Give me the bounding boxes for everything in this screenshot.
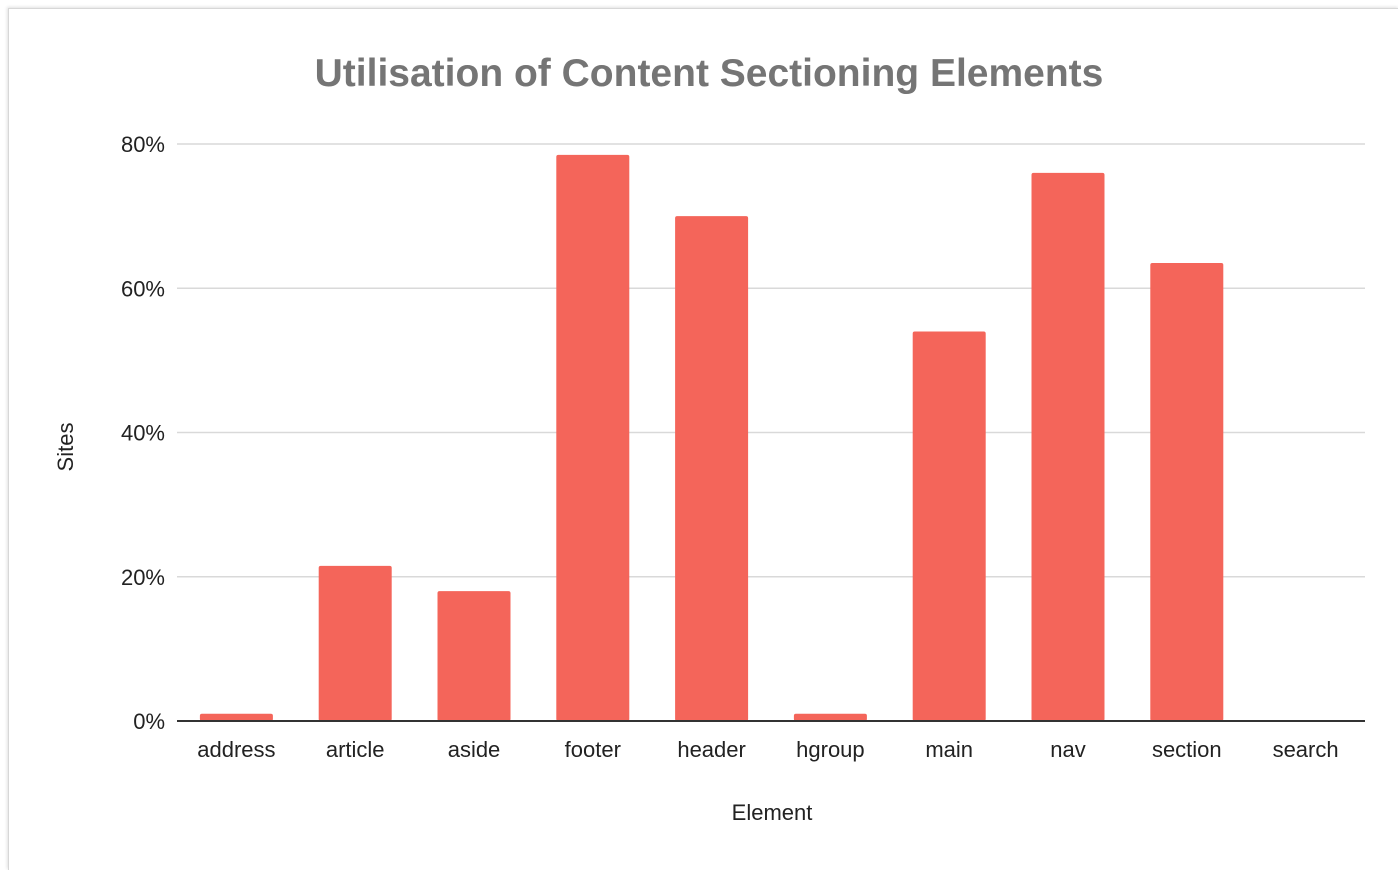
x-tick-label-aside: aside — [448, 737, 501, 762]
x-tick-label-header: header — [677, 737, 746, 762]
bar-section — [1150, 263, 1224, 721]
bar-nav — [1031, 172, 1105, 722]
y-tick-label: 0% — [133, 709, 165, 734]
x-tick-label-footer: footer — [565, 737, 621, 762]
x-tick-labels: address article aside footer header hgroup mai… — [197, 737, 1338, 762]
x-axis-label: Element — [731, 800, 813, 825]
x-tick-label-address: address — [197, 737, 275, 762]
bar-footer — [556, 154, 630, 722]
x-tick-label-section: section — [1152, 737, 1222, 762]
bar-main — [912, 331, 986, 721]
bar-header — [675, 216, 749, 721]
y-tick-label: 60% — [121, 276, 165, 301]
x-tick-label-search: search — [1273, 737, 1339, 762]
bars — [199, 154, 1224, 722]
y-tick-labels: 0% 20% 40% 60% 80% — [121, 132, 165, 734]
x-tick-label-hgroup: hgroup — [796, 737, 865, 762]
y-tick-label: 40% — [121, 421, 165, 446]
x-tick-label-article: article — [326, 737, 385, 762]
x-tick-label-main: main — [925, 737, 973, 762]
bar-aside — [437, 591, 511, 721]
bar-address — [199, 713, 273, 721]
x-tick-label-nav: nav — [1050, 737, 1085, 762]
y-tick-label: 80% — [121, 132, 165, 157]
bar-article — [318, 565, 392, 721]
bar-hgroup — [793, 713, 867, 721]
y-tick-label: 20% — [121, 565, 165, 590]
chart-title: Utilisation of Content Sectioning Elemen… — [314, 52, 1104, 95]
